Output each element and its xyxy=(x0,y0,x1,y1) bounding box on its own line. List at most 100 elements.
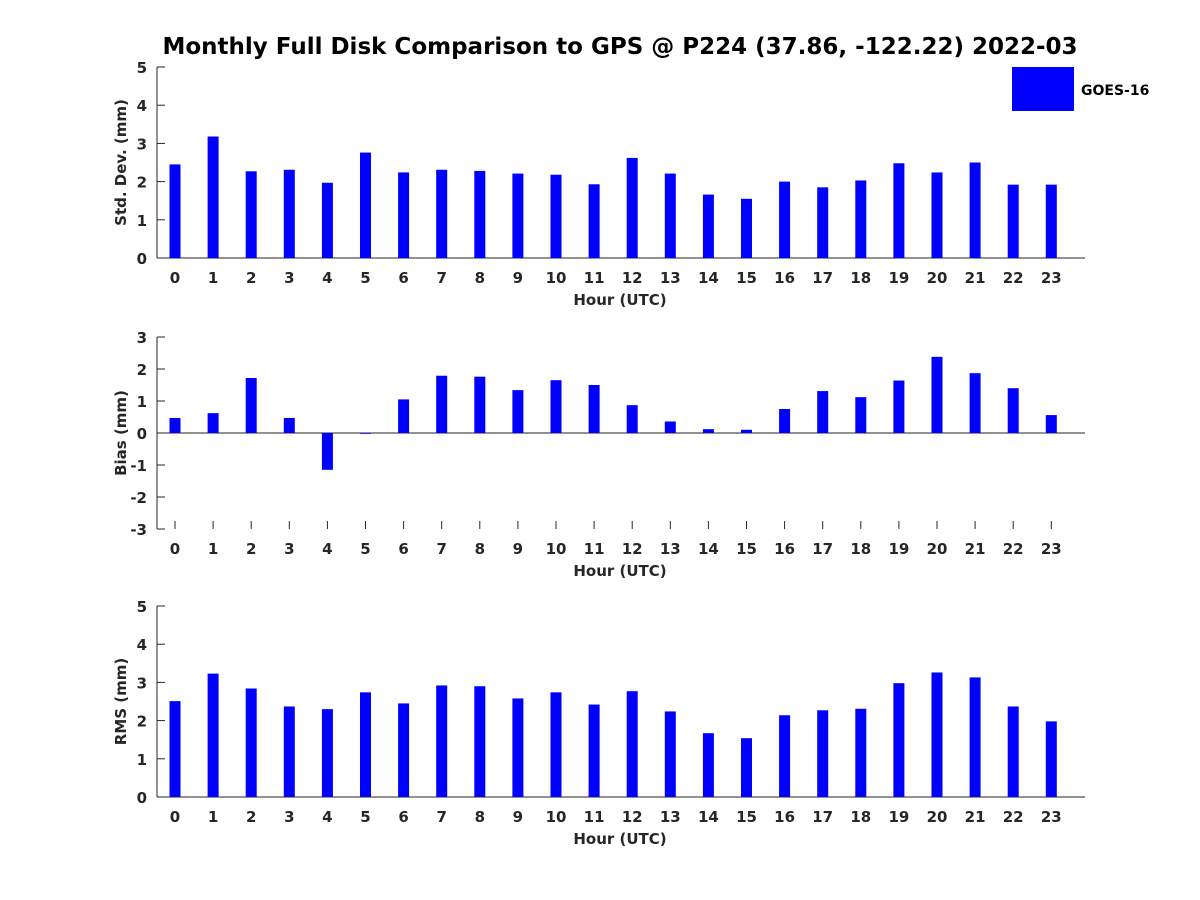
y-axis-label: RMS (mm) xyxy=(112,658,130,745)
y-tick-label: 1 xyxy=(137,212,147,230)
x-tick-label: 5 xyxy=(360,808,370,826)
x-tick-label: 6 xyxy=(398,269,408,287)
x-tick-label: 16 xyxy=(774,540,795,558)
bar-hour-3 xyxy=(283,417,295,433)
y-tick-label: -3 xyxy=(130,521,147,539)
bar-hour-14 xyxy=(702,194,714,258)
y-tick-label: 5 xyxy=(137,59,147,77)
x-tick-label: 5 xyxy=(360,269,370,287)
bar-hour-11 xyxy=(588,385,600,433)
bar-hour-21 xyxy=(969,373,981,433)
x-tick-label: 23 xyxy=(1041,540,1062,558)
bar-hour-16 xyxy=(779,409,791,433)
bar-hour-11 xyxy=(588,184,600,258)
x-tick-label: 1 xyxy=(208,269,218,287)
x-tick-label: 10 xyxy=(546,269,567,287)
x-tick-label: 7 xyxy=(436,269,446,287)
x-tick-label: 8 xyxy=(475,269,485,287)
bar-hour-7 xyxy=(436,375,448,433)
x-tick-label: 16 xyxy=(774,269,795,287)
bar-hour-6 xyxy=(398,399,410,433)
bar-hour-20 xyxy=(931,356,943,433)
bar-hour-17 xyxy=(817,187,829,258)
y-tick-label: 3 xyxy=(137,674,147,692)
bar-hour-23 xyxy=(1045,415,1057,433)
x-tick-label: 17 xyxy=(812,808,833,826)
y-tick-label: 0 xyxy=(137,789,147,807)
bar-hour-13 xyxy=(664,173,676,258)
legend-swatch-goes-16 xyxy=(1012,67,1074,111)
x-tick-label: 16 xyxy=(774,808,795,826)
x-tick-label: 6 xyxy=(398,808,408,826)
bar-hour-19 xyxy=(893,380,905,433)
x-tick-label: 6 xyxy=(398,540,408,558)
bar-hour-7 xyxy=(436,169,448,258)
y-tick-label: 5 xyxy=(137,598,147,616)
y-tick-label: 3 xyxy=(137,135,147,153)
bar-hour-23 xyxy=(1045,184,1057,258)
x-tick-label: 9 xyxy=(513,540,523,558)
x-tick-label: 12 xyxy=(622,540,643,558)
x-tick-label: 4 xyxy=(322,540,332,558)
bar-hour-6 xyxy=(398,172,410,258)
bar-hour-2 xyxy=(245,688,257,797)
x-tick-label: 2 xyxy=(246,269,256,287)
x-tick-label: 12 xyxy=(622,269,643,287)
x-tick-label: 3 xyxy=(284,808,294,826)
bar-hour-20 xyxy=(931,172,943,258)
x-tick-label: 9 xyxy=(513,269,523,287)
bar-hour-0 xyxy=(169,417,181,433)
bar-hour-2 xyxy=(245,377,257,433)
y-tick-label: 2 xyxy=(137,361,147,379)
x-tick-label: 11 xyxy=(584,808,605,826)
x-tick-label: 23 xyxy=(1041,269,1062,287)
y-tick-label: 1 xyxy=(137,393,147,411)
x-tick-label: 4 xyxy=(322,808,332,826)
bar-hour-18 xyxy=(855,708,867,797)
bar-hour-15 xyxy=(741,429,752,433)
bar-hour-1 xyxy=(207,413,219,433)
y-tick-label: 2 xyxy=(137,713,147,731)
bar-hour-17 xyxy=(817,710,829,797)
bar-hour-10 xyxy=(550,380,562,433)
x-tick-label: 11 xyxy=(584,269,605,287)
bar-hour-0 xyxy=(169,164,181,258)
x-tick-label: 20 xyxy=(927,269,948,287)
y-tick-label: 4 xyxy=(137,97,147,115)
x-tick-label: 20 xyxy=(927,808,948,826)
bar-hour-13 xyxy=(664,711,676,797)
x-tick-label: 19 xyxy=(888,269,909,287)
bar-hour-1 xyxy=(207,136,219,258)
x-tick-label: 12 xyxy=(622,808,643,826)
bar-hour-5 xyxy=(360,433,371,434)
bar-hour-19 xyxy=(893,163,905,258)
x-tick-label: 22 xyxy=(1003,540,1024,558)
x-tick-label: 21 xyxy=(965,540,986,558)
x-tick-label: 18 xyxy=(850,808,871,826)
x-tick-label: 19 xyxy=(888,808,909,826)
bar-hour-10 xyxy=(550,692,562,797)
bar-hour-18 xyxy=(855,180,867,258)
x-tick-label: 14 xyxy=(698,808,719,826)
x-tick-label: 3 xyxy=(284,269,294,287)
x-axis-label: Hour (UTC) xyxy=(573,830,666,848)
legend: GOES-16 xyxy=(1012,67,1149,111)
y-tick-label: 0 xyxy=(137,425,147,443)
x-tick-label: 1 xyxy=(208,808,218,826)
bar-hour-8 xyxy=(474,376,486,433)
bar-hour-4 xyxy=(321,709,333,797)
x-tick-label: 2 xyxy=(246,540,256,558)
bar-hour-15 xyxy=(741,738,752,797)
bar-hour-1 xyxy=(207,673,219,797)
bar-hour-11 xyxy=(588,704,600,797)
bar-hour-5 xyxy=(360,152,371,258)
x-tick-label: 14 xyxy=(698,540,719,558)
bar-hour-15 xyxy=(741,198,752,258)
bar-hour-22 xyxy=(1007,706,1019,797)
x-tick-label: 22 xyxy=(1003,269,1024,287)
bar-hour-12 xyxy=(626,157,638,258)
